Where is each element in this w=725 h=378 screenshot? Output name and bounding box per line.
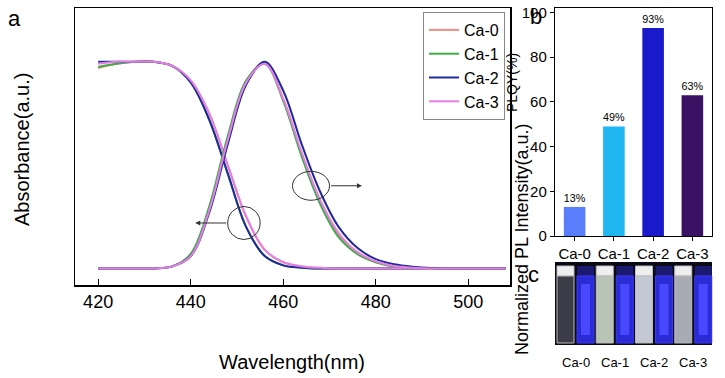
- svg-text:500: 500: [453, 292, 483, 312]
- svg-text:a: a: [8, 6, 21, 31]
- svg-text:Ca-1: Ca-1: [598, 245, 631, 262]
- svg-text:Ca-1: Ca-1: [464, 46, 499, 63]
- svg-text:Absorbance(a.u.): Absorbance(a.u.): [11, 73, 33, 226]
- svg-text:Ca-0: Ca-0: [562, 355, 590, 370]
- svg-text:Wavelength(nm): Wavelength(nm): [219, 351, 365, 373]
- svg-text:c: c: [528, 262, 539, 287]
- svg-text:13%: 13%: [564, 192, 586, 204]
- svg-text:480: 480: [361, 292, 391, 312]
- svg-text:Ca-0: Ca-0: [464, 22, 499, 39]
- svg-text:60: 60: [530, 93, 547, 110]
- svg-text:Ca-3: Ca-3: [464, 94, 499, 111]
- svg-text:Ca-1: Ca-1: [601, 355, 629, 370]
- svg-text:20: 20: [530, 183, 547, 200]
- svg-text:440: 440: [176, 292, 206, 312]
- svg-text:49%: 49%: [603, 111, 625, 123]
- svg-text:Ca-2: Ca-2: [637, 245, 670, 262]
- svg-text:Ca-3: Ca-3: [679, 355, 707, 370]
- svg-text:PLQY(%): PLQY(%): [504, 53, 520, 112]
- svg-text:0: 0: [538, 227, 546, 244]
- svg-text:100: 100: [522, 4, 547, 21]
- svg-text:40: 40: [530, 138, 547, 155]
- svg-text:80: 80: [530, 48, 547, 65]
- svg-text:460: 460: [268, 292, 298, 312]
- svg-text:Ca-2: Ca-2: [640, 355, 668, 370]
- svg-text:Ca-3: Ca-3: [676, 245, 709, 262]
- svg-text:Ca-2: Ca-2: [464, 70, 499, 87]
- svg-text:420: 420: [83, 292, 113, 312]
- svg-text:93%: 93%: [642, 13, 664, 25]
- svg-text:Ca-0: Ca-0: [558, 245, 591, 262]
- svg-text:63%: 63%: [682, 80, 704, 92]
- svg-text:Normalized PL Intensity(a.u.): Normalized PL Intensity(a.u.): [512, 124, 532, 355]
- svg-text:b: b: [530, 4, 542, 29]
